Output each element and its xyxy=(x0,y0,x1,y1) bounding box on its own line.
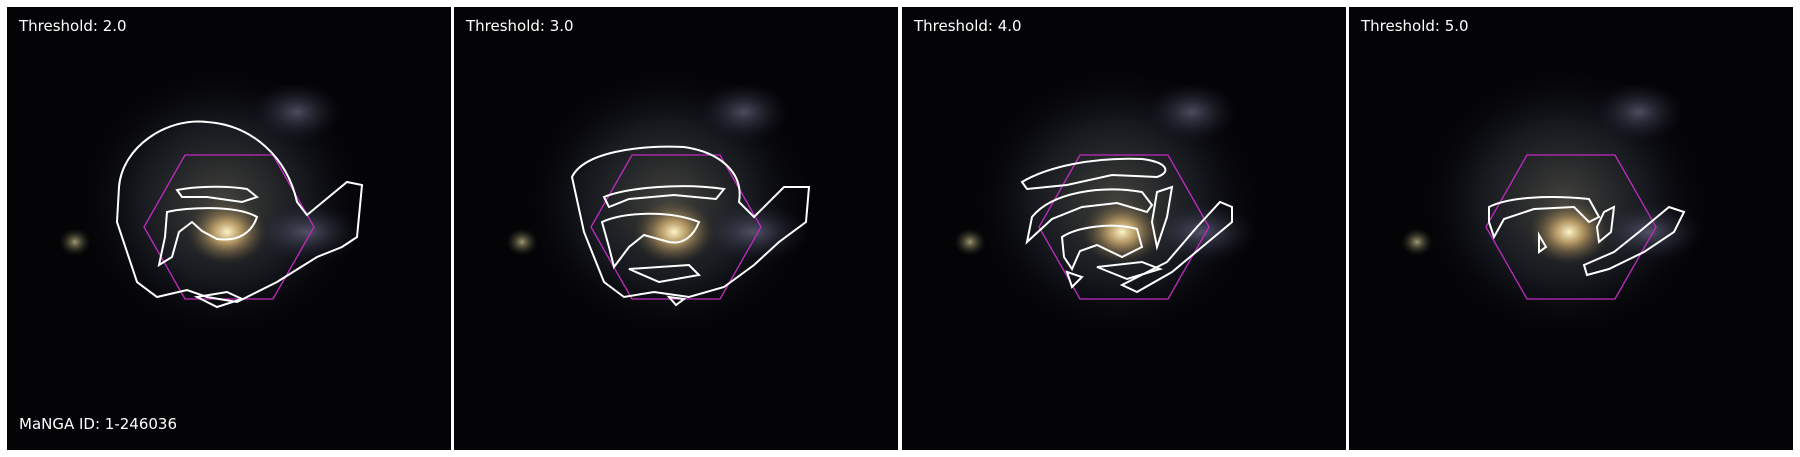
ifu-hexagon xyxy=(1038,154,1210,300)
galaxy-image xyxy=(454,7,898,450)
threshold-label: Threshold: 3.0 xyxy=(466,17,574,35)
contour-lines xyxy=(1020,157,1233,294)
galaxy-panel-threshold-5: Threshold: 5.0 xyxy=(1349,7,1793,450)
contour-lines xyxy=(115,120,364,309)
ifu-hexagon xyxy=(590,154,762,300)
galaxy-panel-threshold-2: Threshold: 2.0 MaNGA ID: 1-246036 xyxy=(7,7,451,450)
contour-lines xyxy=(1488,196,1686,277)
threshold-label: Threshold: 2.0 xyxy=(19,17,127,35)
galaxy-panel-threshold-3: Threshold: 3.0 xyxy=(454,7,898,450)
manga-id-label: MaNGA ID: 1-246036 xyxy=(19,415,178,433)
ifu-hexagon xyxy=(1485,154,1657,300)
galaxy-image xyxy=(902,7,1346,450)
threshold-label: Threshold: 4.0 xyxy=(914,17,1022,35)
threshold-label: Threshold: 5.0 xyxy=(1361,17,1469,35)
contour-lines xyxy=(570,145,811,307)
galaxy-image xyxy=(1349,7,1793,450)
galaxy-image xyxy=(7,7,451,450)
galaxy-panel-threshold-4: Threshold: 4.0 xyxy=(902,7,1346,450)
